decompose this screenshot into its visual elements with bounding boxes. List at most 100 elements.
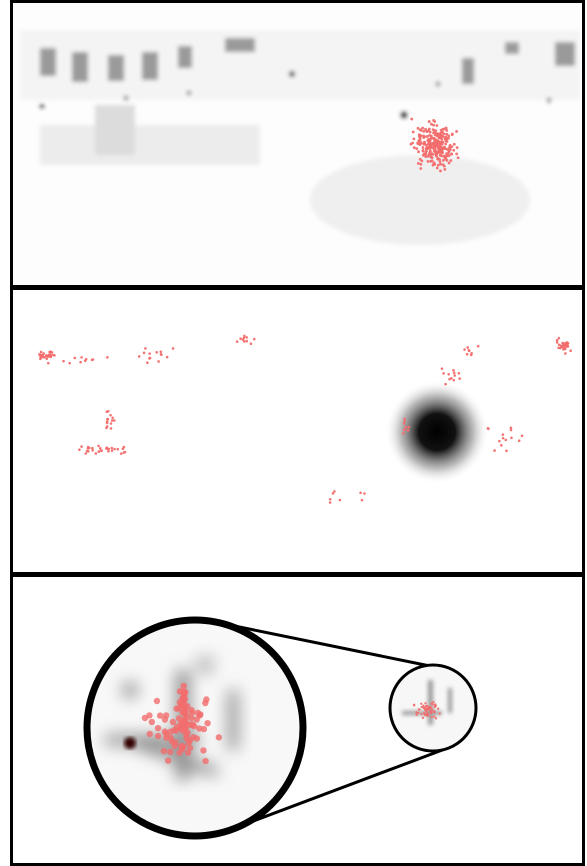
sample-point bbox=[448, 148, 452, 151]
sample-point bbox=[142, 351, 146, 355]
sample-point bbox=[428, 130, 432, 134]
sample-point bbox=[44, 354, 48, 357]
sample-point bbox=[239, 337, 242, 340]
panel-border bbox=[10, 574, 585, 866]
sample-point bbox=[457, 371, 461, 375]
sample-point bbox=[169, 718, 177, 726]
sample-point bbox=[137, 355, 141, 358]
sample-point bbox=[425, 135, 429, 138]
sample-point bbox=[202, 757, 209, 765]
sample-point bbox=[436, 707, 440, 710]
sample-point bbox=[338, 498, 342, 502]
sample-point bbox=[424, 702, 427, 705]
sample-point bbox=[106, 356, 109, 359]
sample-point bbox=[333, 490, 336, 493]
sample-point bbox=[49, 355, 53, 359]
sample-point bbox=[62, 359, 65, 363]
sample-point bbox=[418, 138, 422, 142]
sample-point bbox=[180, 692, 188, 700]
sample-point bbox=[403, 417, 406, 421]
sample-point bbox=[360, 498, 364, 502]
sample-point bbox=[433, 715, 436, 718]
sample-point bbox=[455, 146, 459, 150]
sample-point bbox=[564, 352, 567, 355]
sample-point bbox=[456, 156, 460, 160]
sample-point bbox=[68, 361, 71, 365]
sample-point bbox=[422, 142, 426, 146]
sample-point bbox=[47, 355, 51, 358]
sample-point bbox=[425, 714, 428, 717]
sample-point bbox=[427, 707, 430, 711]
sample-point bbox=[448, 146, 451, 149]
sample-point bbox=[107, 409, 110, 413]
sample-point bbox=[85, 449, 89, 453]
sample-point bbox=[435, 166, 439, 170]
sample-point bbox=[444, 142, 448, 146]
sample-point bbox=[425, 130, 429, 133]
sample-point bbox=[204, 719, 211, 727]
sample-point bbox=[433, 131, 437, 134]
sample-point bbox=[417, 711, 420, 715]
sample-point bbox=[186, 744, 194, 752]
sample-point bbox=[424, 150, 428, 154]
sample-point bbox=[432, 123, 435, 127]
sample-point bbox=[439, 140, 443, 144]
sample-point bbox=[444, 382, 447, 386]
sample-point bbox=[486, 427, 490, 430]
sample-point bbox=[402, 428, 406, 431]
sample-point bbox=[418, 143, 422, 147]
sample-point bbox=[328, 498, 332, 501]
sample-point bbox=[425, 708, 428, 711]
sample-point bbox=[78, 448, 81, 452]
sample-point bbox=[445, 154, 449, 158]
sample-point bbox=[517, 439, 521, 443]
sample-point bbox=[431, 136, 434, 140]
sample-point bbox=[564, 341, 568, 345]
sample-point bbox=[429, 712, 432, 715]
sample-point bbox=[469, 353, 473, 357]
sample-point bbox=[434, 717, 438, 720]
sample-point bbox=[39, 357, 42, 361]
panel-border bbox=[10, 287, 585, 575]
sample-point bbox=[416, 142, 420, 145]
sample-point bbox=[450, 132, 454, 136]
sample-point bbox=[91, 358, 95, 361]
sample-point bbox=[438, 154, 442, 157]
sample-point bbox=[84, 452, 88, 455]
sample-point bbox=[421, 146, 425, 149]
sample-point bbox=[426, 160, 430, 163]
sample-point bbox=[146, 730, 153, 738]
sample-point bbox=[446, 152, 450, 156]
sample-point bbox=[438, 144, 442, 148]
sample-point bbox=[410, 117, 414, 121]
sample-point bbox=[520, 434, 524, 438]
sample-point bbox=[452, 371, 456, 375]
sample-point bbox=[435, 141, 438, 144]
sample-point bbox=[421, 149, 425, 153]
sample-point bbox=[38, 353, 42, 356]
sample-point bbox=[432, 118, 436, 122]
sample-point bbox=[465, 352, 469, 356]
sample-point bbox=[184, 749, 192, 756]
sample-point bbox=[91, 446, 94, 450]
sample-point bbox=[500, 444, 503, 447]
sample-point bbox=[122, 445, 126, 449]
sample-point bbox=[430, 145, 433, 149]
sample-point bbox=[426, 146, 429, 149]
sample-point bbox=[436, 163, 440, 167]
sample-point bbox=[406, 429, 410, 432]
sample-point bbox=[157, 360, 160, 363]
sample-point bbox=[422, 706, 426, 709]
sample-point bbox=[422, 134, 425, 138]
sample-point bbox=[424, 155, 428, 159]
sample-point bbox=[504, 438, 508, 442]
sample-point bbox=[155, 350, 159, 354]
sample-point bbox=[111, 416, 114, 420]
sample-point bbox=[416, 161, 420, 165]
sample-point bbox=[166, 748, 174, 756]
sample-point bbox=[561, 341, 564, 345]
sample-point bbox=[49, 350, 52, 354]
density-blob bbox=[385, 380, 489, 484]
sample-point bbox=[105, 425, 109, 428]
